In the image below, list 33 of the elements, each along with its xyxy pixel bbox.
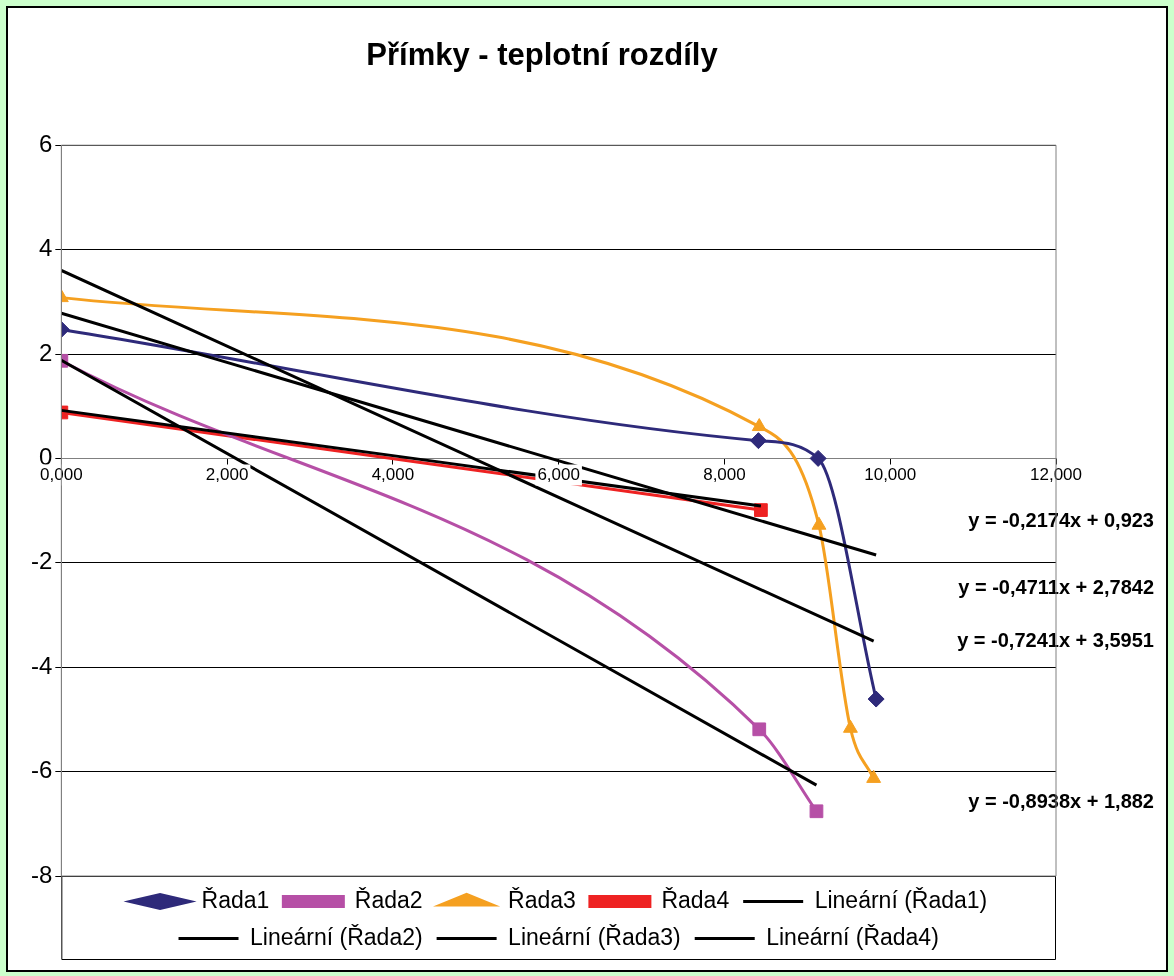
point [809,804,824,819]
legend-label: Řada2 [354,886,423,913]
y-tick-label: 4 [38,234,53,262]
point [811,516,827,530]
y-tick-label: -8 [31,860,53,888]
point [752,722,767,737]
legend-label: Lineární (Řada1) [814,886,988,913]
point [751,418,767,432]
y-tick-label: -4 [31,651,53,679]
x-tick-label: 12,000 [1030,464,1082,484]
annotation: y = -0,7241x + 3,5951 [957,628,1154,651]
x-tick-label: 10,000 [864,464,917,484]
point [867,690,885,708]
x-tick-label: 8,000 [703,464,746,484]
y-tick-label: 6 [38,129,53,157]
annotation: y = -0,8938x + 1,882 [968,790,1154,813]
legend-label: Lineární (Řada2) [250,923,423,950]
point [809,449,827,467]
legend-label: Lineární (Řada3) [508,923,681,950]
chart-title: Přímky - teplotní rozdíly [366,37,719,73]
x-tick-label: 6,000 [537,464,580,484]
x-tick-label: 4,000 [371,464,415,484]
y-tick-label: -2 [31,547,53,575]
x-tick-label: 2,000 [205,464,249,484]
annotation: y = -0,4711x + 2,7842 [958,576,1154,599]
annotation: y = -0,2174x + 0,923 [968,508,1154,531]
legend-label: Řada3 [508,886,576,913]
y-tick-label: -6 [31,756,53,784]
point [749,432,767,450]
legend-label: Řada1 [201,886,270,913]
legend-label: Řada4 [661,886,730,913]
legend-label: Lineární (Řada4) [766,923,939,950]
y-tick-label: 2 [38,338,53,366]
